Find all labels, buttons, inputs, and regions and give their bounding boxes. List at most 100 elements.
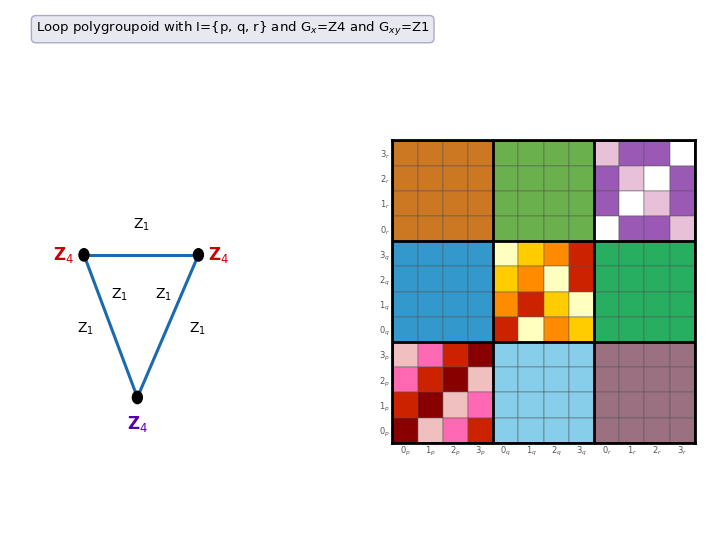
Bar [544, 241, 569, 266]
Bar [644, 140, 670, 166]
Bar [619, 342, 644, 367]
Bar [544, 367, 569, 393]
Bar [418, 216, 443, 241]
Bar [569, 317, 594, 342]
Bar [468, 292, 493, 317]
Bar [544, 266, 569, 292]
Bar [418, 317, 443, 342]
Bar [544, 216, 569, 241]
Bar [569, 266, 594, 292]
Bar [418, 166, 443, 191]
Bar [670, 216, 695, 241]
Bar [392, 292, 418, 317]
Bar [619, 266, 644, 292]
Bar [518, 317, 544, 342]
Bar [644, 266, 670, 292]
Bar [594, 417, 619, 443]
Bar [619, 393, 644, 417]
Bar [670, 292, 695, 317]
Bar [443, 417, 468, 443]
Bar [392, 317, 418, 342]
Bar [569, 393, 594, 417]
Bar [670, 342, 695, 367]
Bar [443, 266, 468, 292]
Bar [468, 317, 493, 342]
Bar [518, 367, 544, 393]
Bar [518, 417, 544, 443]
Bar [468, 140, 493, 166]
Bar [418, 266, 443, 292]
Circle shape [132, 392, 143, 403]
Bar [468, 216, 493, 241]
Bar [493, 191, 518, 216]
Bar [594, 140, 619, 166]
Bar [468, 166, 493, 191]
Bar [443, 216, 468, 241]
Bar [518, 393, 544, 417]
Bar [619, 241, 644, 266]
Bar [468, 393, 493, 417]
Bar [468, 191, 493, 216]
Bar [644, 241, 670, 266]
Bar [443, 241, 468, 266]
Text: Z$_1$: Z$_1$ [76, 320, 94, 337]
Bar [619, 292, 644, 317]
Bar [418, 292, 443, 317]
Bar [443, 191, 468, 216]
Bar [644, 166, 670, 191]
Bar [392, 342, 418, 367]
Bar [392, 191, 418, 216]
Bar [544, 393, 569, 417]
Bar [493, 292, 518, 317]
Bar [619, 166, 644, 191]
Bar [518, 191, 544, 216]
Bar [443, 166, 468, 191]
Bar [569, 191, 594, 216]
Bar [493, 317, 518, 342]
Bar [392, 241, 418, 266]
Bar [418, 191, 443, 216]
Bar [544, 166, 569, 191]
Bar [418, 367, 443, 393]
Bar [670, 241, 695, 266]
Bar [468, 266, 493, 292]
Bar [493, 417, 518, 443]
Bar [493, 166, 518, 191]
Bar [569, 292, 594, 317]
Bar [619, 191, 644, 216]
Bar [443, 393, 468, 417]
Bar [644, 342, 670, 367]
Circle shape [194, 249, 203, 261]
Bar [569, 216, 594, 241]
Bar [619, 140, 644, 166]
Bar [544, 417, 569, 443]
Bar [619, 417, 644, 443]
Bar [468, 417, 493, 443]
Bar [518, 216, 544, 241]
Bar [392, 393, 418, 417]
Bar [518, 292, 544, 317]
Text: Z$_1$: Z$_1$ [111, 287, 128, 303]
Bar [644, 367, 670, 393]
Bar [594, 317, 619, 342]
Text: Loop polygroupoid with I={p, q, r} and G$_x$=Z4 and G$_{xy}$=Z1: Loop polygroupoid with I={p, q, r} and G… [36, 20, 429, 38]
Bar [443, 317, 468, 342]
Bar [392, 417, 418, 443]
Bar [644, 292, 670, 317]
Bar [619, 216, 644, 241]
Bar [418, 393, 443, 417]
Bar [418, 241, 443, 266]
Bar [644, 417, 670, 443]
Circle shape [79, 249, 89, 261]
Bar [644, 191, 670, 216]
Bar [493, 266, 518, 292]
Bar [518, 140, 544, 166]
Bar [493, 342, 518, 367]
Bar [569, 342, 594, 367]
Bar [594, 266, 619, 292]
Text: Z$_1$: Z$_1$ [189, 320, 206, 337]
Bar [544, 191, 569, 216]
Bar [619, 317, 644, 342]
Text: Z$_4$: Z$_4$ [208, 245, 229, 265]
Bar [670, 266, 695, 292]
